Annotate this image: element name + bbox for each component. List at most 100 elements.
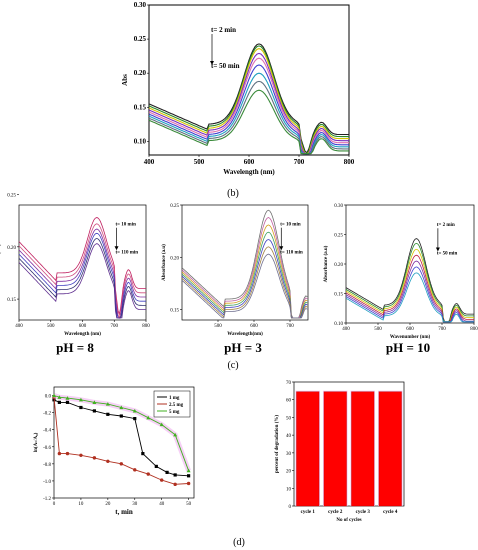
spectrum-series-line — [345, 266, 474, 323]
y-axis-label: Abs — [121, 74, 129, 86]
series-line — [53, 395, 190, 471]
y-tick-label: -1.2 — [43, 497, 51, 502]
y-tick-label: -1.0 — [43, 480, 51, 485]
data-point — [106, 459, 110, 463]
x-tick-label: 20 — [105, 502, 111, 507]
spectrum-series-line — [18, 228, 146, 319]
spectrum-series-line — [181, 217, 308, 319]
data-point — [159, 478, 164, 482]
data-point — [146, 472, 150, 476]
y-tick-label: 0.25 — [334, 234, 343, 239]
data-point — [57, 400, 61, 404]
y-tick-label: 10 — [286, 487, 292, 492]
data-point — [57, 395, 62, 399]
x-tick-label: 800 — [142, 324, 150, 329]
spectrum-series-line — [148, 45, 349, 155]
ph8-label: pH = 8 — [56, 340, 94, 355]
annotation-start: t= 2 min — [437, 223, 455, 228]
x-tick-label: 500 — [194, 158, 205, 166]
ph10-label: pH = 10 — [386, 340, 430, 355]
annotation-start: t= 10 min — [280, 223, 301, 228]
y-tick-label: 60 — [286, 399, 292, 404]
x-tick-label: 600 — [79, 324, 87, 329]
spectrum-series-line — [148, 48, 349, 155]
y-tick-label: 0.20 — [7, 246, 16, 251]
data-point — [79, 405, 83, 410]
data-point — [57, 451, 62, 456]
y-axis-label: ln(Aₜ/A₀) — [34, 432, 39, 452]
x-tick-label: 500 — [214, 324, 222, 329]
spectrum-series-line — [345, 272, 474, 323]
y-tick-label: 0 — [289, 505, 292, 510]
data-point — [146, 415, 151, 420]
spectrum-series-line — [148, 89, 349, 155]
spectrum-series-line — [345, 254, 474, 323]
spectrum-series-line — [345, 248, 474, 323]
y-tick-label: 0.10 — [334, 322, 343, 327]
annotation-arrowhead — [435, 247, 440, 252]
data-point — [165, 470, 169, 474]
annotation-arrowhead — [210, 61, 214, 65]
caption-d: (d) — [233, 537, 245, 548]
x-tick-label: 700 — [438, 327, 446, 332]
y-tick-label: 30 — [286, 452, 292, 457]
annotation-arrowhead — [114, 246, 119, 251]
spectrum-series-line — [181, 246, 308, 319]
spectrum-series-line — [181, 209, 308, 319]
y-tick-label: 0.0 — [45, 395, 52, 400]
ph3-label: pH = 3 — [224, 340, 262, 355]
x-tick-label: 700 — [286, 324, 294, 329]
spectrum-series-line — [148, 52, 349, 155]
x-tick-label: 700 — [294, 158, 305, 166]
x-tick-label: 800 — [344, 158, 355, 166]
annotation-start: t= 10 min — [116, 223, 137, 228]
annotation-end: t= 50 min — [211, 62, 240, 70]
plot-frame — [53, 386, 195, 499]
data-point — [187, 474, 191, 478]
x-tick-label: 800 — [470, 327, 478, 332]
x-tick-label: 400 — [144, 158, 155, 166]
x-tick-label: cycle 2 — [328, 510, 343, 515]
spectrum-series-line — [148, 43, 349, 154]
legend-label: 1 mg — [169, 396, 180, 401]
y-tick-label: 0.10 — [134, 137, 147, 145]
data-point — [65, 396, 70, 400]
y-tick-label: 0.20 — [134, 69, 147, 77]
spectrum-series-line — [181, 239, 308, 319]
data-point — [173, 482, 177, 487]
spectrum-series-line — [181, 253, 308, 319]
spectrum-series-line — [345, 242, 474, 323]
y-axis-label: Absorbance (a.u) — [162, 244, 167, 281]
x-axis-label: Wavelength (nm) — [223, 168, 275, 176]
data-point — [186, 468, 191, 473]
x-tick-label: 600 — [250, 324, 258, 329]
data-point — [119, 405, 124, 410]
y-axis-label: Absorbance (a.u) — [0, 244, 2, 281]
x-tick-label: 50 — [186, 502, 192, 507]
data-point — [65, 400, 70, 404]
x-axis-label: Wavelength(nm) — [227, 332, 263, 337]
plot-frame — [293, 381, 405, 507]
x-tick-label: 40 — [159, 502, 165, 507]
x-tick-label: 600 — [406, 327, 414, 332]
y-tick-label: 0.15 — [170, 309, 179, 314]
y-tick-label: 0.25 — [134, 35, 147, 43]
annotation-end: t= 110 min — [280, 250, 303, 255]
x-tick-label: 400 — [15, 324, 23, 329]
data-point — [141, 452, 145, 456]
x-tick-label: cycle 1 — [301, 510, 316, 515]
y-tick-label: 40 — [286, 434, 292, 439]
data-point — [78, 397, 83, 402]
x-tick-label: 700 — [111, 324, 119, 329]
data-point — [52, 393, 56, 398]
legend-label: 2.5 mg — [169, 403, 184, 408]
x-tick-label: 500 — [47, 324, 55, 329]
x-tick-label: cycle 3 — [356, 510, 371, 515]
x-tick-label: cycle 4 — [383, 510, 398, 515]
caption-b: (b) — [227, 188, 239, 199]
y-tick-label: 0.30 — [334, 204, 343, 209]
y-tick-label: 0.25 — [170, 204, 179, 209]
spectrum-series-line — [148, 64, 349, 155]
y-tick-label: 20 — [286, 470, 292, 475]
data-point — [92, 409, 96, 413]
